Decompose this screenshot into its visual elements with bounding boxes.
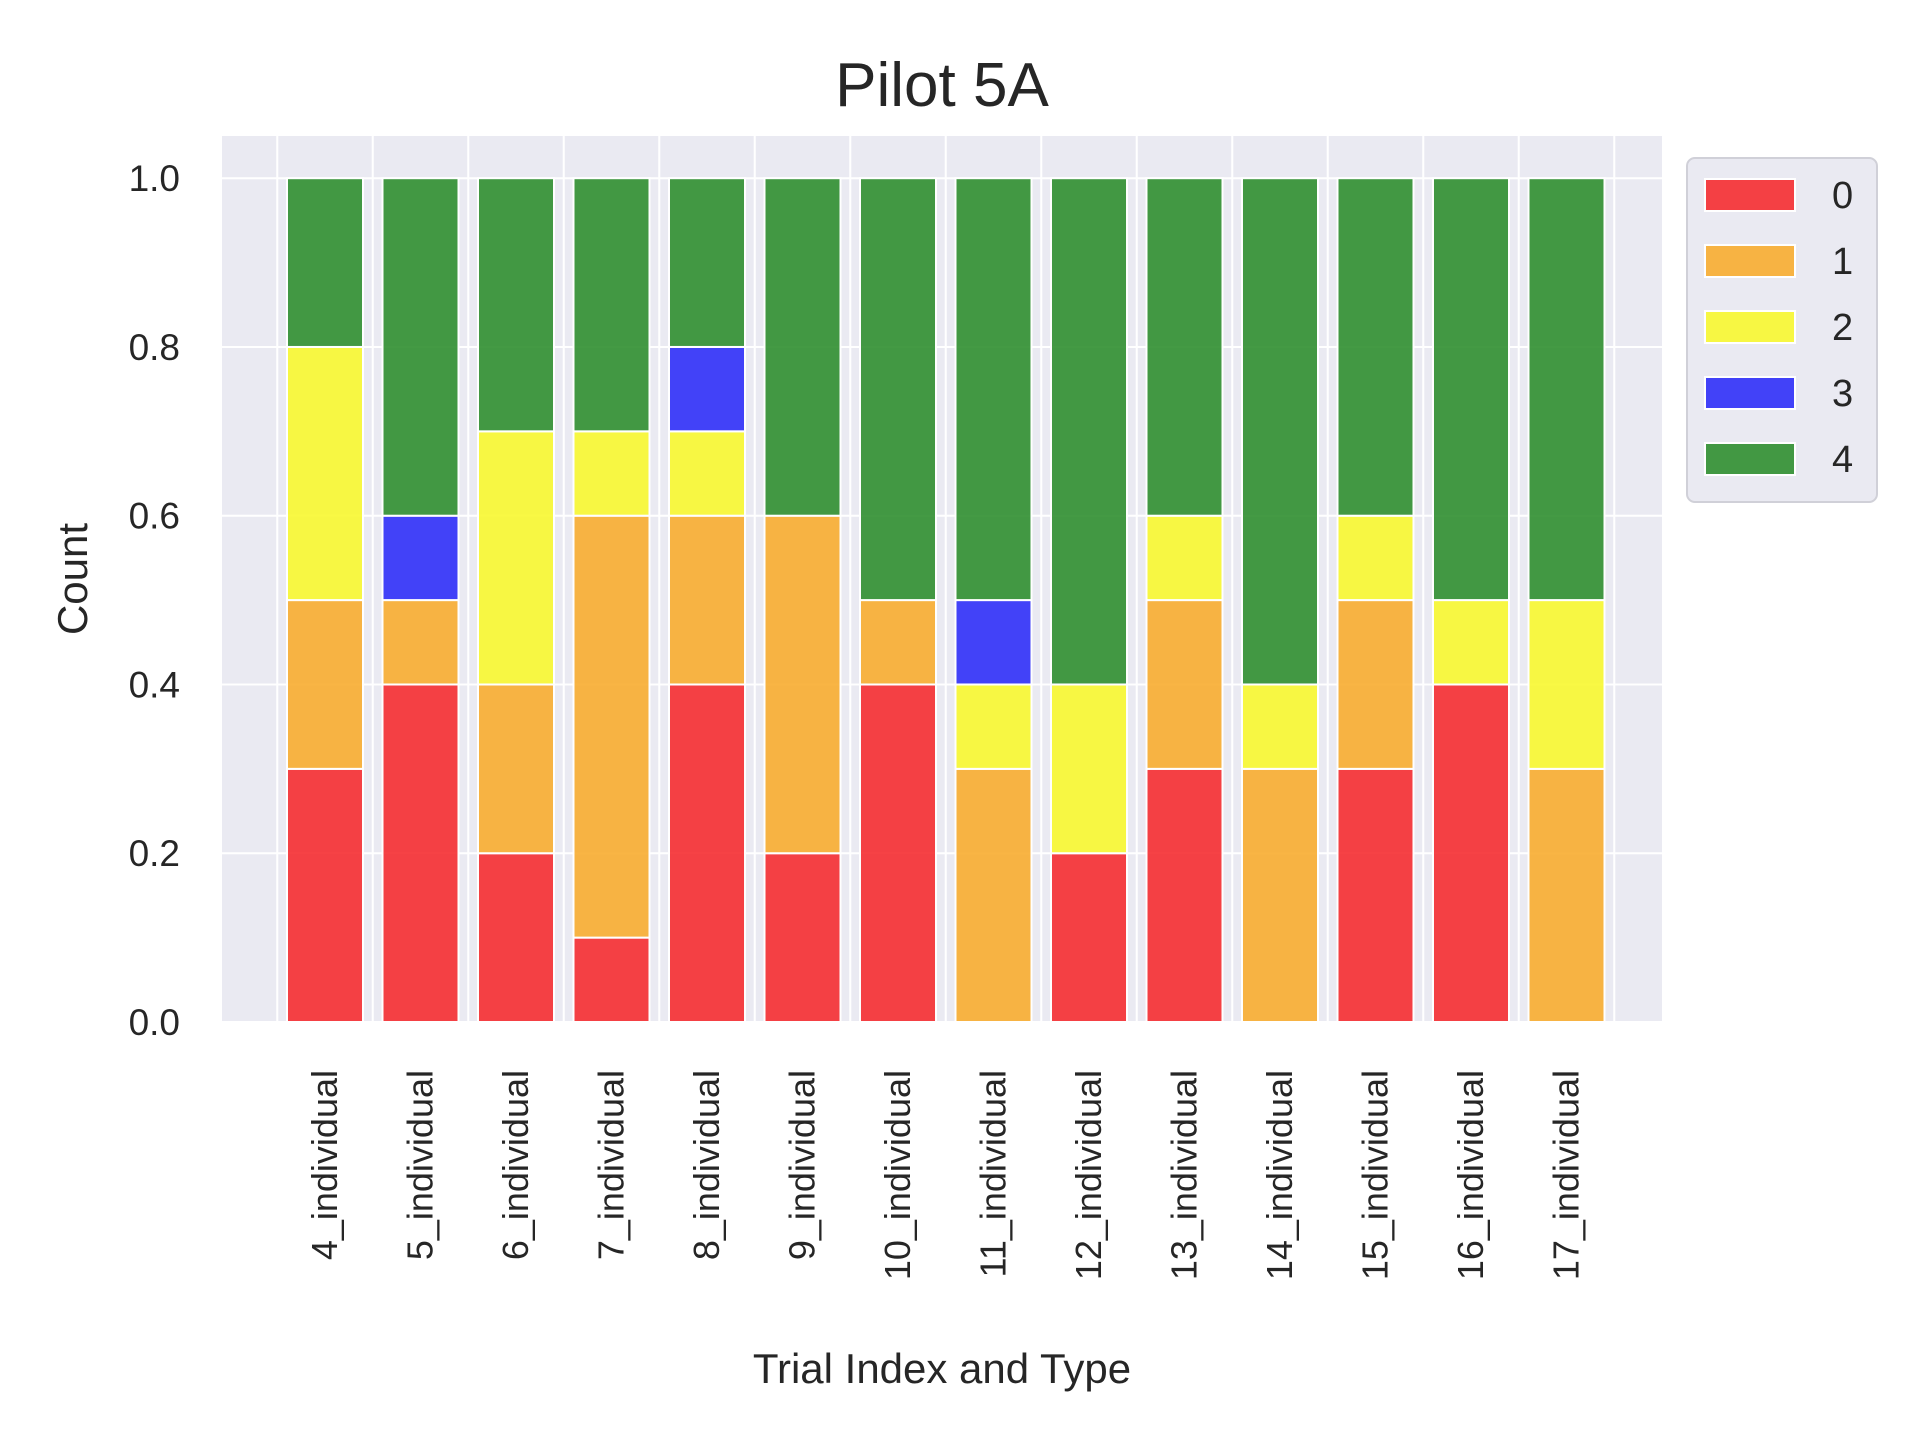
x-tick-label: 16_individual bbox=[1450, 1070, 1491, 1280]
legend-swatch-1 bbox=[1704, 244, 1796, 278]
x-ticks: 4_individual 5_individual 6_individual 7_in… bbox=[304, 1070, 1587, 1280]
bar-segment-11_individual-series-2 bbox=[954, 683, 1033, 770]
bar-segment-13_individual-series-0 bbox=[1145, 767, 1224, 1023]
bar-segment-15_individual-series-0 bbox=[1336, 767, 1415, 1023]
bar-segment-8_individual-series-0 bbox=[668, 683, 746, 1023]
bars bbox=[286, 177, 1606, 1023]
bar-segment-6_individual-series-1 bbox=[477, 683, 555, 855]
bar-segment-14_individual-series-1 bbox=[1241, 767, 1319, 1023]
bar-segment-15_individual-series-4 bbox=[1336, 177, 1415, 517]
bar-segment-5_individual-series-3 bbox=[381, 514, 460, 602]
legend-label-4: 4 bbox=[1832, 439, 1853, 481]
x-tick-label: 10_individual bbox=[877, 1070, 918, 1280]
x-tick-label: 5_individual bbox=[400, 1070, 441, 1260]
bar-segment-4_individual-series-2 bbox=[286, 345, 364, 602]
bar-segment-10_individual-series-4 bbox=[859, 177, 937, 602]
bar-segment-6_individual-series-2 bbox=[477, 430, 555, 686]
bar-segment-7_individual-series-1 bbox=[572, 514, 651, 939]
bar-segment-8_individual-series-1 bbox=[668, 514, 746, 686]
bar-segment-9_individual-series-0 bbox=[763, 852, 842, 1023]
bar-segment-4_individual-series-1 bbox=[286, 599, 364, 770]
bar-segment-11_individual-series-3 bbox=[954, 599, 1033, 686]
x-tick-label: 9_individual bbox=[782, 1070, 823, 1260]
y-tick-label: 0.6 bbox=[129, 496, 180, 537]
legend-swatch-4 bbox=[1704, 442, 1796, 476]
bar-segment-5_individual-series-1 bbox=[381, 599, 460, 686]
bar-segment-16_individual-series-2 bbox=[1432, 599, 1510, 686]
bar-segment-10_individual-series-0 bbox=[859, 683, 937, 1023]
bar-segment-12_individual-series-0 bbox=[1050, 852, 1128, 1023]
bar-segment-16_individual-series-4 bbox=[1432, 177, 1510, 602]
y-tick-label: 0.4 bbox=[129, 664, 180, 705]
y-axis-label: Count bbox=[49, 523, 96, 635]
bar-segment-11_individual-series-1 bbox=[954, 767, 1033, 1023]
bar-segment-14_individual-series-2 bbox=[1241, 683, 1319, 770]
bar-segment-9_individual-series-1 bbox=[763, 514, 842, 855]
y-tick-label: 1.0 bbox=[129, 158, 180, 199]
bar-segment-13_individual-series-1 bbox=[1145, 599, 1224, 770]
x-tick-label: 7_individual bbox=[591, 1070, 632, 1260]
bar-segment-17_individual-series-1 bbox=[1527, 767, 1606, 1023]
bar-segment-8_individual-series-2 bbox=[668, 430, 746, 517]
legend-label-1: 1 bbox=[1832, 241, 1853, 283]
chart-title: Pilot 5A bbox=[835, 51, 1049, 120]
x-axis-label: Trial Index and Type bbox=[753, 1345, 1131, 1392]
bar-segment-6_individual-series-4 bbox=[477, 177, 555, 433]
x-tick-label: 4_individual bbox=[304, 1070, 345, 1260]
y-tick-label: 0.8 bbox=[129, 327, 180, 368]
legend-swatch-2 bbox=[1704, 310, 1796, 344]
legend-swatch-0 bbox=[1704, 178, 1796, 212]
bar-segment-7_individual-series-2 bbox=[572, 430, 651, 517]
x-tick-label: 15_individual bbox=[1355, 1070, 1396, 1280]
legend-label-3: 3 bbox=[1832, 373, 1853, 415]
x-tick-label: 11_individual bbox=[973, 1070, 1014, 1278]
legend: 0 1 2 3 4 bbox=[1686, 157, 1878, 503]
legend-swatch-3 bbox=[1704, 376, 1796, 410]
bar-segment-5_individual-series-4 bbox=[381, 177, 460, 517]
bar-segment-7_individual-series-0 bbox=[572, 936, 651, 1023]
bar-segment-8_individual-series-4 bbox=[668, 177, 746, 348]
bar-segment-4_individual-series-0 bbox=[286, 767, 364, 1023]
bar-segment-9_individual-series-4 bbox=[763, 177, 842, 517]
bar-segment-16_individual-series-0 bbox=[1432, 683, 1510, 1023]
y-tick-label: 0.0 bbox=[129, 1002, 180, 1043]
plot-background bbox=[222, 136, 1662, 1022]
bar-segment-7_individual-series-4 bbox=[572, 177, 651, 433]
x-tick-label: 17_individual bbox=[1546, 1070, 1587, 1280]
x-tick-label: 13_individual bbox=[1164, 1070, 1205, 1280]
bar-segment-12_individual-series-2 bbox=[1050, 683, 1128, 855]
bar-segment-10_individual-series-1 bbox=[859, 599, 937, 686]
bar-segment-5_individual-series-0 bbox=[381, 683, 460, 1023]
legend-label-0: 0 bbox=[1832, 175, 1853, 217]
x-tick-label: 8_individual bbox=[686, 1070, 727, 1260]
bar-segment-15_individual-series-1 bbox=[1336, 599, 1415, 770]
bar-segment-13_individual-series-4 bbox=[1145, 177, 1224, 517]
grid bbox=[222, 136, 1662, 1023]
bar-segment-12_individual-series-4 bbox=[1050, 177, 1128, 686]
y-tick-label: 0.2 bbox=[129, 833, 180, 874]
bar-segment-4_individual-series-4 bbox=[286, 177, 364, 348]
bar-segment-17_individual-series-2 bbox=[1527, 599, 1606, 770]
bar-segment-13_individual-series-2 bbox=[1145, 514, 1224, 602]
bar-segment-14_individual-series-4 bbox=[1241, 177, 1319, 686]
y-ticks: 0.0 0.2 0.4 0.6 0.8 1.0 bbox=[129, 158, 180, 1043]
x-tick-label: 14_individual bbox=[1259, 1070, 1300, 1280]
bar-segment-17_individual-series-4 bbox=[1527, 177, 1606, 602]
bar-segment-8_individual-series-3 bbox=[668, 345, 746, 433]
bar-segment-11_individual-series-4 bbox=[954, 177, 1033, 602]
x-tick-label: 12_individual bbox=[1068, 1070, 1109, 1280]
bar-segment-6_individual-series-0 bbox=[477, 852, 555, 1023]
x-tick-label: 6_individual bbox=[495, 1070, 536, 1260]
bar-segment-15_individual-series-2 bbox=[1336, 514, 1415, 602]
legend-label-2: 2 bbox=[1832, 307, 1853, 349]
